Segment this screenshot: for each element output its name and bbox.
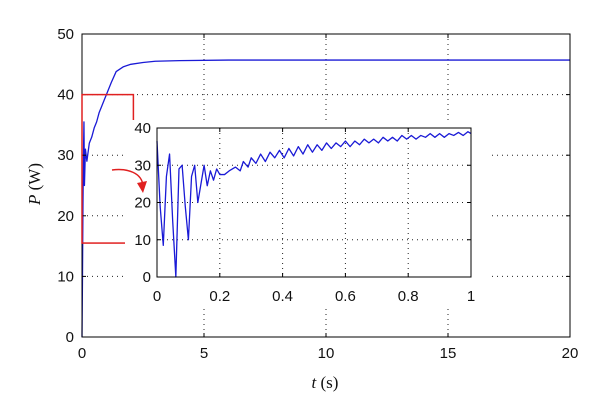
main-y-tick-label: 20 (57, 208, 74, 225)
main-power-series-line (81, 59, 570, 338)
x-axis-label: t (s) (312, 373, 339, 392)
main-y-tick-label: 50 (57, 26, 74, 43)
main-y-tick-label: 10 (57, 268, 74, 285)
inset-y-tick-label: 40 (134, 120, 151, 137)
inset-x-tick-label: 0.6 (335, 288, 356, 305)
main-x-tick-label: 15 (440, 345, 457, 362)
main-x-tick-label: 20 (562, 345, 579, 362)
main-grid (82, 34, 570, 337)
inset-x-tick-label: 0 (153, 288, 161, 305)
inset-y-tick-label: 0 (143, 269, 151, 286)
inset-power-series-line (156, 131, 472, 278)
inset-x-tick-label: 0.4 (272, 288, 293, 305)
zoom-arrowhead (137, 181, 147, 193)
main-y-tick-label: 0 (66, 329, 74, 346)
inset-y-tick-label: 30 (134, 157, 151, 174)
inset-x-tick-label: 1 (467, 288, 475, 305)
main-x-tick-label: 5 (200, 345, 208, 362)
main-y-tick-label: 40 (57, 87, 74, 104)
inset-y-tick-label: 20 (134, 195, 151, 212)
main-plot (81, 59, 570, 338)
inset-x-tick-label: 0.8 (398, 288, 419, 305)
inset-y-tick-label: 10 (134, 232, 151, 249)
main-x-tick-label: 10 (318, 345, 335, 362)
x-axis-variable: t (312, 373, 318, 392)
inset-background (125, 120, 489, 307)
y-axis-unit: (W) (25, 163, 44, 195)
main-x-tick-label: 0 (78, 345, 86, 362)
inset-plot (156, 131, 472, 278)
main-y-tick-label: 30 (57, 147, 74, 164)
y-axis-label: P (W) (25, 163, 44, 206)
y-axis-variable: P (25, 195, 44, 206)
inset-x-tick-label: 0.2 (209, 288, 230, 305)
x-axis-unit: (s) (316, 373, 338, 392)
